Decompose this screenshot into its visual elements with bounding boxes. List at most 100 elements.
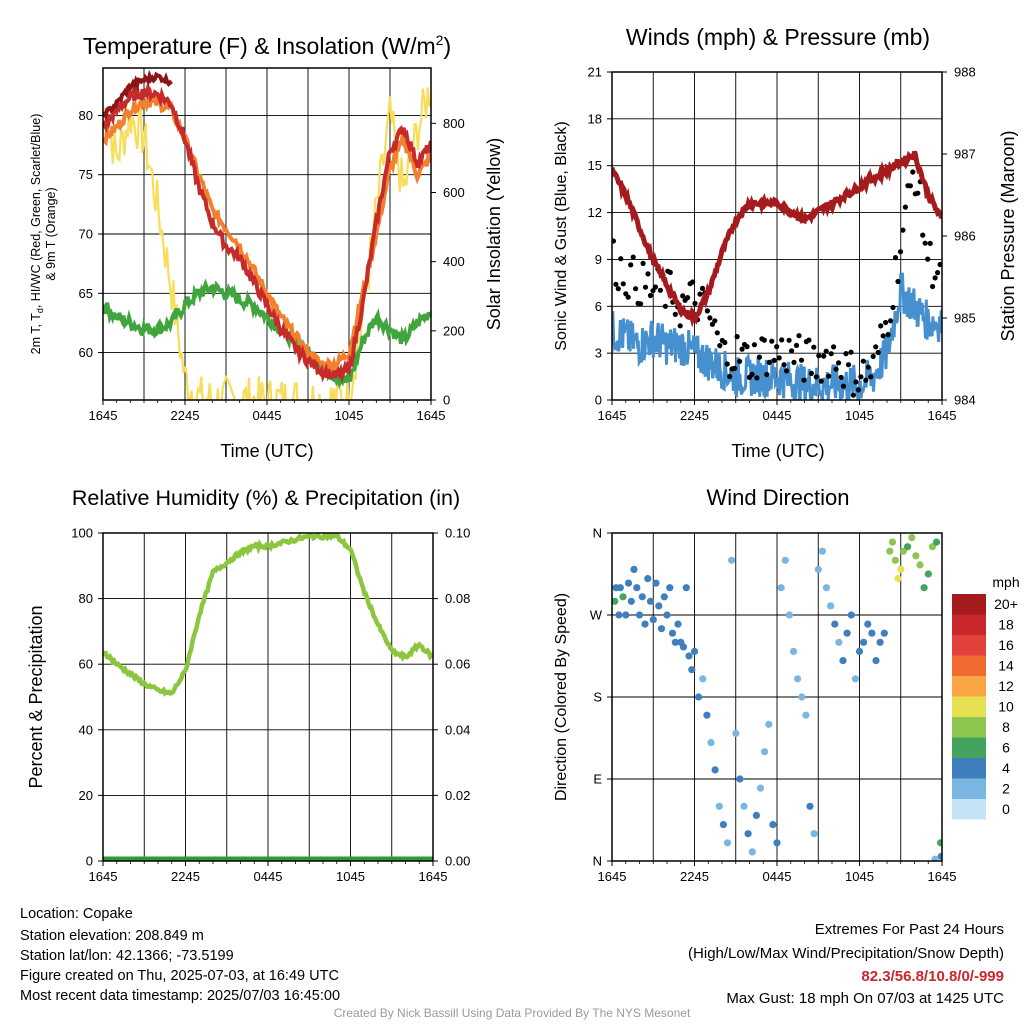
y-tick-label: E — [593, 772, 602, 787]
gust-point — [737, 358, 743, 364]
direction-point — [752, 811, 761, 820]
direction-point — [880, 629, 888, 637]
gust-point — [902, 204, 909, 210]
direction-point — [908, 534, 916, 542]
legend-label: 16 — [998, 637, 1014, 653]
y-tick-label: 6 — [595, 299, 602, 314]
gust-point — [937, 261, 942, 268]
direction-point — [916, 561, 924, 569]
direction-point — [622, 611, 630, 619]
gust-point — [878, 323, 884, 329]
winds-series — [612, 150, 942, 400]
gust-point — [858, 374, 864, 380]
y-right-tick-label: 0.08 — [445, 591, 470, 606]
gust-point — [625, 294, 631, 300]
direction-point — [703, 711, 711, 719]
direction-point — [719, 821, 728, 829]
legend-label: 14 — [998, 658, 1014, 674]
direction-point — [732, 729, 740, 738]
gust-point — [732, 365, 738, 371]
direction-point — [894, 575, 902, 583]
direction-point — [685, 652, 693, 660]
gust-point — [685, 295, 691, 301]
gust-point — [677, 323, 683, 329]
credit-footer: Created By Nick Bassill Using Data Provi… — [333, 1006, 691, 1020]
gust-point — [645, 271, 651, 277]
direction-point — [835, 638, 843, 646]
direction-point — [831, 620, 839, 628]
gust-point — [771, 357, 777, 363]
x-tick-label: 0445 — [254, 869, 283, 884]
y-right-tick-label: 800 — [443, 116, 465, 131]
winds-xlabel: Time (UTC) — [731, 441, 824, 461]
gust-point — [722, 339, 728, 346]
y-tick-label: 18 — [588, 111, 602, 126]
legend-swatch — [952, 676, 986, 697]
y-right-tick-label: 0.04 — [445, 722, 470, 737]
gust-point — [850, 392, 857, 398]
gust-point — [630, 254, 636, 260]
gust-point — [761, 337, 767, 343]
info-latlon: Station lat/lon: 42.1366; -73.5199 — [20, 948, 234, 964]
winds-ylabel-left: Sonic Wind & Gust (Blue, Black) — [553, 121, 570, 350]
humidity-ylabel-left: Percent & Precipitation — [26, 605, 46, 788]
gust-point — [863, 377, 869, 383]
direction-point — [827, 602, 835, 610]
direction-point — [814, 565, 822, 574]
direction-point — [781, 556, 789, 564]
legend-swatch — [952, 737, 986, 758]
gust-point — [831, 344, 837, 350]
direction-point — [652, 579, 660, 587]
direction-point — [897, 565, 905, 574]
direction-point — [655, 602, 663, 610]
y-tick-label: W — [590, 608, 603, 623]
gust-point — [612, 238, 616, 244]
pressure-ylabel-right: Station Pressure (Maroon) — [998, 130, 1018, 341]
gust-point — [615, 286, 621, 292]
direction-point — [638, 593, 646, 601]
direction-point — [679, 643, 688, 651]
direction-point — [932, 538, 941, 546]
direction-series — [612, 534, 942, 861]
x-tick-label: 0445 — [763, 869, 792, 884]
gust-point — [662, 303, 669, 309]
gust-point — [915, 190, 921, 196]
legend-label: 2 — [1002, 781, 1010, 797]
gust-point — [880, 333, 886, 339]
gust-point — [840, 383, 847, 389]
temperature-grid — [103, 68, 431, 400]
direction-point — [876, 638, 884, 646]
direction-point — [644, 575, 652, 583]
direction-point — [765, 720, 773, 728]
temperature-title: Temperature (F) & Insolation (W/m2) — [83, 32, 451, 59]
gust-point — [823, 348, 829, 354]
gust-point — [707, 315, 713, 321]
gust-point — [798, 357, 805, 363]
direction-point — [756, 784, 765, 792]
direction-point — [630, 565, 638, 574]
info-recent: Most recent data timestamp: 2025/07/03 1… — [20, 988, 341, 1004]
legend-swatch — [952, 635, 986, 656]
gust-point — [769, 338, 775, 344]
speed-legend-title: mph — [992, 574, 1019, 590]
direction-point — [657, 625, 666, 633]
gust-point — [907, 183, 914, 189]
legend-swatch — [952, 594, 986, 615]
y-tick-label: 9 — [595, 252, 602, 267]
direction-point — [627, 597, 635, 605]
gust-point — [640, 260, 646, 266]
insolation-ylabel-right: Solar Insolation (Yellow) — [484, 138, 504, 330]
gust-point — [739, 346, 745, 352]
gust-point — [843, 351, 849, 357]
direction-point — [736, 775, 744, 783]
y-right-tick-label: 985 — [954, 311, 976, 326]
gust-point — [845, 362, 852, 368]
direction-point — [624, 579, 633, 587]
gust-point — [927, 240, 933, 246]
direction-point — [711, 766, 719, 774]
gust-point — [818, 378, 824, 384]
y-right-tick-label: 987 — [954, 147, 976, 162]
direction-point — [937, 852, 942, 860]
gust-point — [717, 343, 723, 349]
y-tick-label: 100 — [71, 526, 93, 541]
